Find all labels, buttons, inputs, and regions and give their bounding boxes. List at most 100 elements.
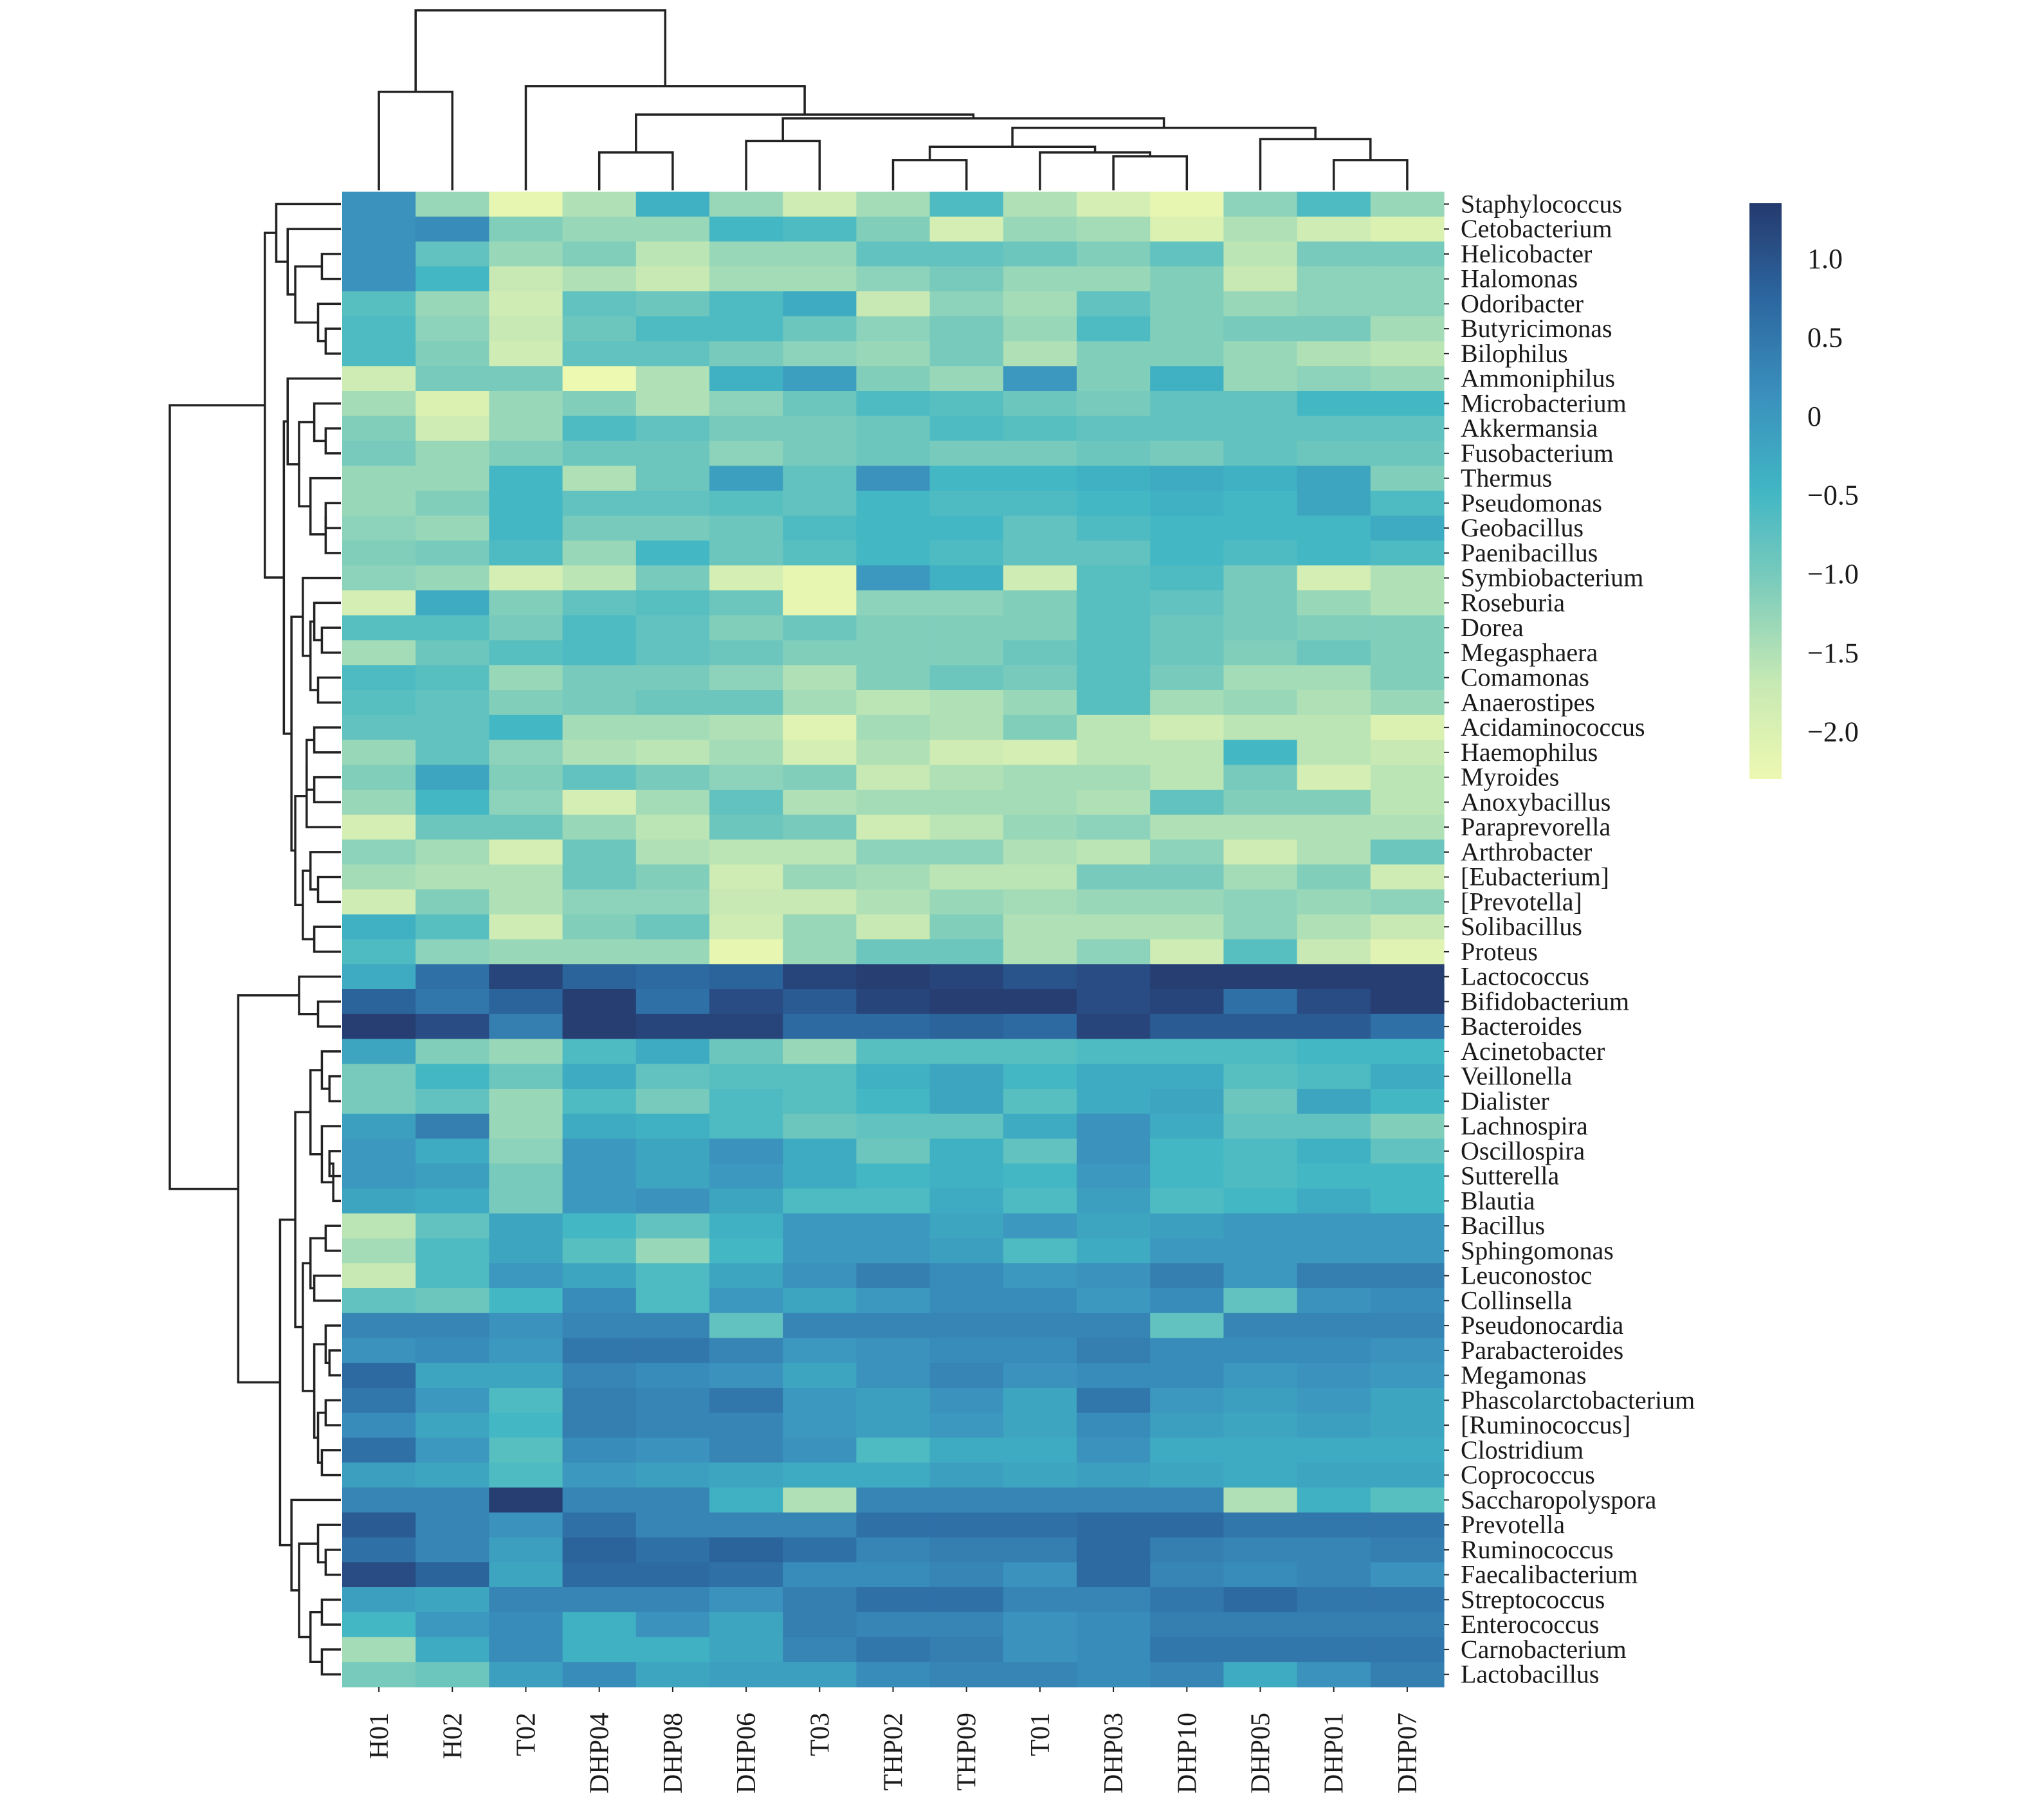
heatmap-cell: [929, 415, 1004, 442]
heatmap-cell: [1003, 1263, 1077, 1289]
heatmap-cell: [1003, 466, 1077, 491]
heatmap-cell: [635, 1462, 710, 1488]
heatmap-cell: [1150, 1163, 1224, 1189]
heatmap-cell: [856, 714, 931, 741]
heatmap-cell: [1077, 1288, 1151, 1314]
column-label: T01: [1026, 1713, 1055, 1756]
heatmap-cell: [783, 1014, 857, 1040]
heatmap-cell: [342, 590, 416, 616]
heatmap-cell: [1370, 216, 1445, 242]
heatmap-cell: [1370, 1138, 1445, 1164]
heatmap-cell: [1003, 1138, 1077, 1164]
heatmap-cell: [709, 1014, 783, 1040]
heatmap-cell: [709, 1363, 783, 1388]
heatmap-cell: [1150, 366, 1224, 392]
heatmap-cell: [1370, 1288, 1445, 1314]
heatmap-cell: [783, 1562, 857, 1588]
heatmap-cell: [1077, 1188, 1151, 1214]
heatmap-cell: [635, 316, 710, 342]
heatmap-cell: [1297, 864, 1371, 890]
row-label: Blautia: [1461, 1186, 1535, 1215]
row-label: Dialister: [1461, 1086, 1549, 1115]
column-label: DHP01: [1320, 1713, 1349, 1794]
heatmap-cell: [1370, 1039, 1445, 1064]
heatmap-cell: [709, 690, 783, 716]
heatmap-cell: [1150, 1562, 1224, 1588]
heatmap-cell: [709, 1064, 783, 1089]
row-dendrogram-link: [302, 869, 315, 941]
heatmap-cell: [856, 266, 931, 292]
heatmap-cell: [489, 1637, 563, 1662]
heatmap-cell: [635, 1238, 710, 1264]
heatmap-cell: [342, 491, 416, 516]
heatmap-cell: [709, 266, 783, 292]
heatmap-cell: [562, 1288, 637, 1314]
heatmap-cell: [562, 665, 637, 691]
heatmap-cell: [1077, 1263, 1151, 1289]
heatmap-cell: [489, 839, 563, 865]
heatmap-cell: [342, 1562, 416, 1588]
heatmap-cell: [489, 1587, 563, 1613]
heatmap-cell: [342, 889, 416, 915]
heatmap-cell: [1077, 1488, 1151, 1513]
heatmap-cell: [783, 1288, 857, 1314]
heatmap-cell: [1370, 291, 1445, 317]
heatmap-cell: [709, 814, 783, 841]
heatmap-cell: [783, 889, 857, 915]
heatmap-cell: [489, 1064, 563, 1089]
heatmap-cell: [635, 1363, 710, 1388]
heatmap-cell: [342, 1089, 416, 1115]
heatmap-cell: [1003, 1462, 1077, 1488]
heatmap-cell: [635, 740, 710, 765]
row-dendrogram-link: [302, 576, 341, 657]
heatmap-cell: [1223, 1587, 1298, 1613]
heatmap-cell: [489, 441, 563, 466]
heatmap-cell: [1150, 1637, 1224, 1662]
heatmap-cell: [1150, 1188, 1224, 1214]
heatmap-cell: [1003, 1338, 1077, 1363]
heatmap-cell: [856, 665, 931, 691]
heatmap-cell: [709, 1488, 783, 1513]
heatmap-cell: [415, 341, 489, 367]
heatmap-cell: [1003, 964, 1077, 990]
row-label: Cetobacterium: [1461, 214, 1612, 243]
heatmap-cell: [783, 391, 857, 417]
heatmap-cell: [342, 1138, 416, 1164]
heatmap-cell: [635, 515, 710, 541]
heatmap-cell: [1223, 316, 1298, 342]
heatmap-cell: [415, 216, 489, 242]
heatmap-cell: [783, 1537, 857, 1563]
heatmap-cell: [1223, 1138, 1298, 1164]
heatmap-cell: [562, 1238, 637, 1264]
heatmap-cell: [1003, 491, 1077, 516]
row-label: Clostridium: [1461, 1435, 1583, 1464]
heatmap-cell: [856, 590, 931, 616]
heatmap-cell: [783, 690, 857, 716]
heatmap-cell: [1370, 1512, 1445, 1538]
heatmap-cell: [1297, 889, 1371, 915]
heatmap-cell: [1077, 914, 1151, 940]
heatmap-cell: [783, 1313, 857, 1339]
heatmap-cell: [929, 291, 1004, 317]
heatmap-cell: [1003, 1662, 1077, 1688]
heatmap-cell: [1223, 1064, 1298, 1089]
heatmap-cell: [489, 1238, 563, 1264]
heatmap-cell: [783, 1338, 857, 1363]
row-dendrogram-link: [316, 302, 341, 343]
heatmap-cell: [1223, 964, 1298, 990]
heatmap-cell: [1077, 1039, 1151, 1064]
heatmap-cell: [1223, 1089, 1298, 1115]
heatmap-cell: [415, 765, 489, 790]
heatmap-cell: [1003, 1238, 1077, 1264]
row-label: Lachnospira: [1461, 1111, 1588, 1140]
heatmap-cell: [1370, 565, 1445, 591]
heatmap-cell: [1077, 366, 1151, 392]
column-label: DHP03: [1099, 1713, 1129, 1794]
heatmap-cell: [1003, 1612, 1077, 1638]
heatmap-cell: [783, 466, 857, 491]
heatmap-cell: [1370, 964, 1445, 990]
heatmap-cell: [489, 1662, 563, 1688]
heatmap-cell: [1003, 1288, 1077, 1314]
row-label: Dorea: [1461, 613, 1524, 642]
heatmap-cell: [1370, 740, 1445, 765]
